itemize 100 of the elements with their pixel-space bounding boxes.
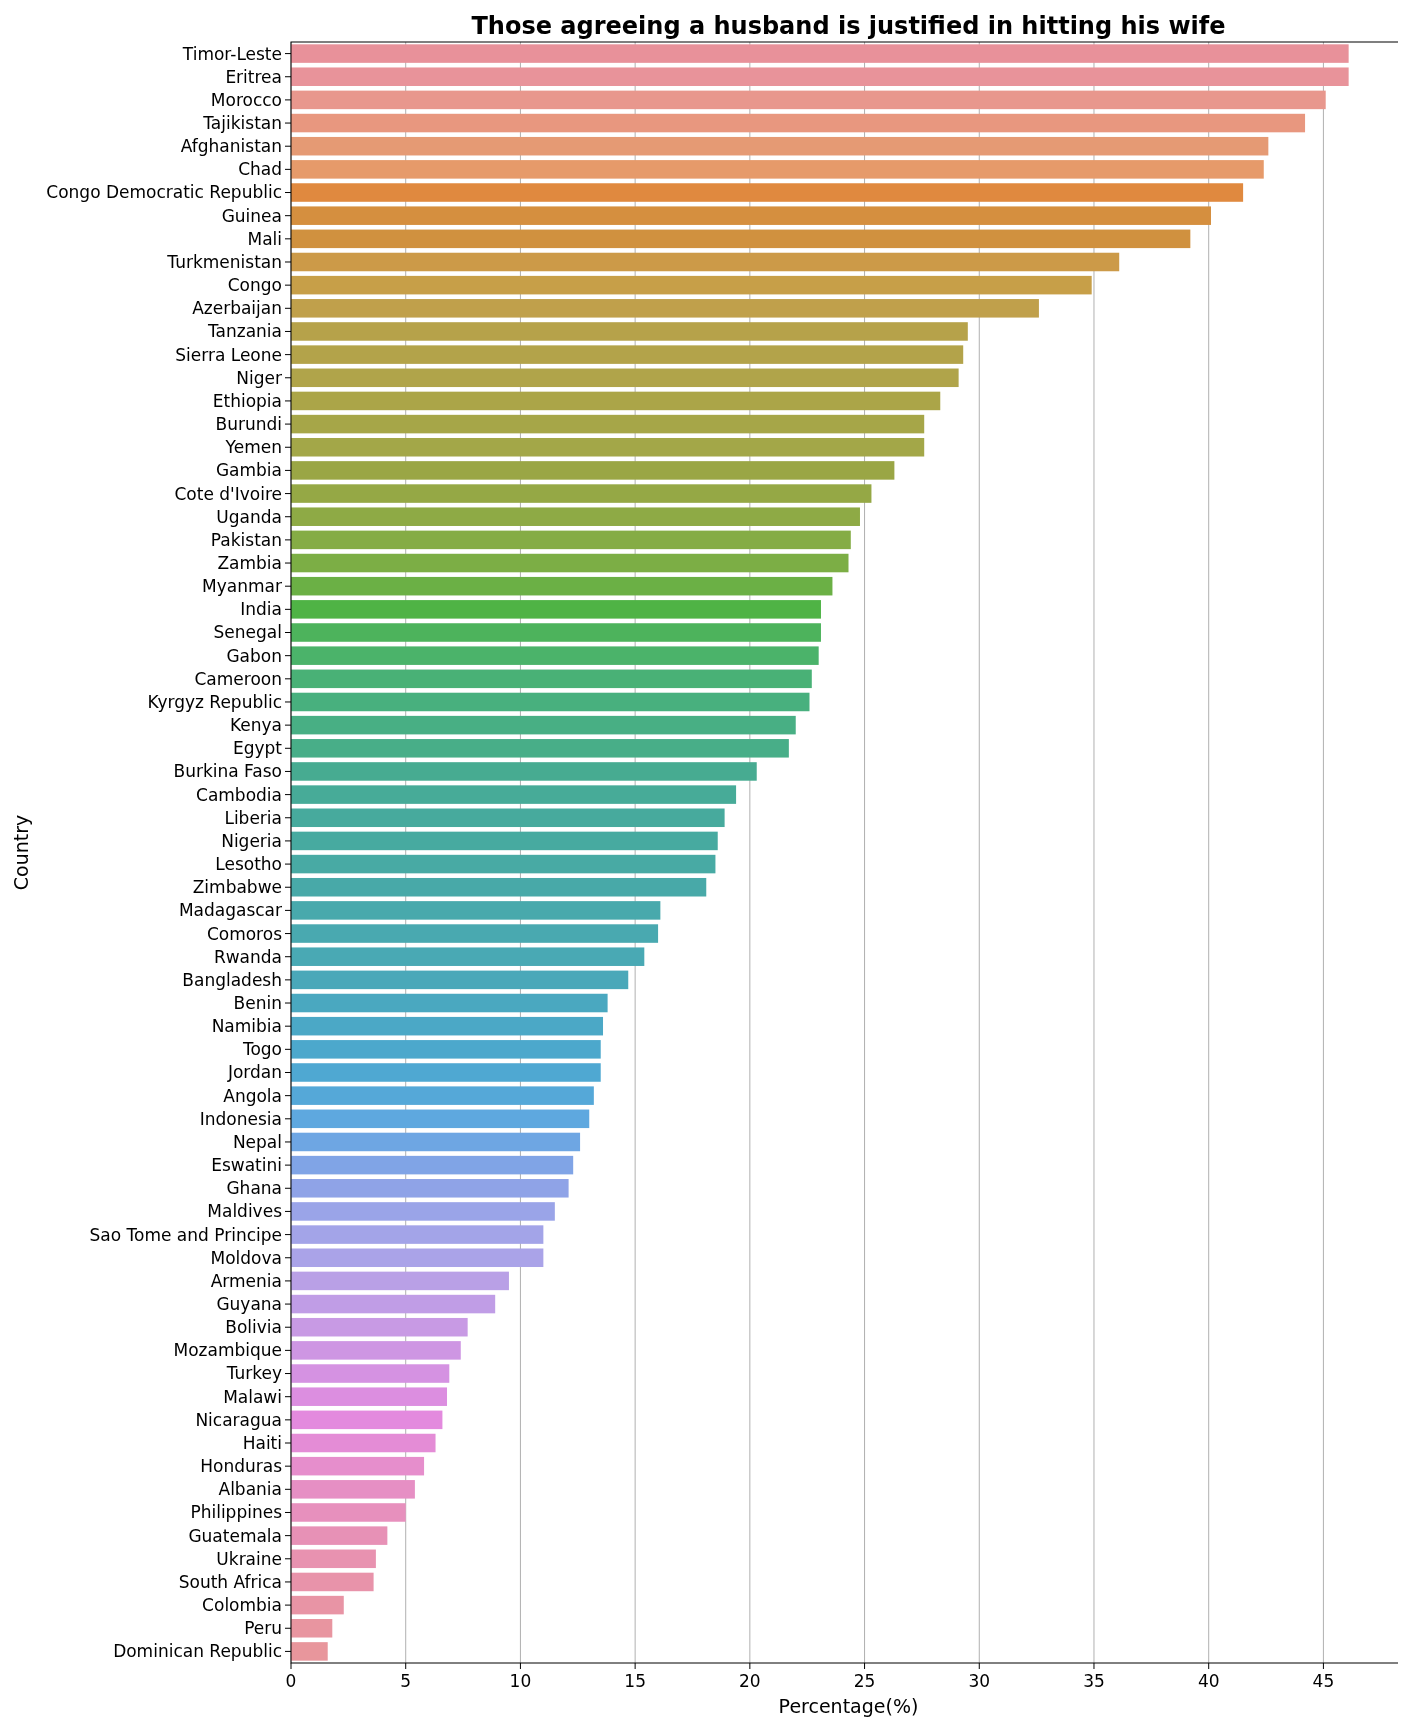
bar <box>291 275 1092 295</box>
y-tick-label: Guatemala <box>188 1525 282 1546</box>
bar <box>291 854 716 874</box>
y-tick-label: Ghana <box>226 1178 282 1199</box>
bar <box>291 553 849 573</box>
bar <box>291 1179 569 1198</box>
y-tick-label: Eritrea <box>225 66 282 87</box>
bar <box>291 901 661 920</box>
y-tick-label: Moldova <box>210 1247 282 1268</box>
bar <box>291 993 608 1013</box>
y-tick-label: Benin <box>233 992 282 1013</box>
bar <box>291 1202 555 1221</box>
bar <box>291 113 1306 133</box>
y-tick-label: Albania <box>218 1479 282 1500</box>
x-axis-title: Percentage(%) <box>778 1695 919 1717</box>
bar <box>291 229 1191 249</box>
bar <box>291 669 812 689</box>
bar <box>291 947 645 966</box>
y-tick-label: Zimbabwe <box>192 877 282 898</box>
bar <box>291 345 964 364</box>
bar <box>291 368 959 388</box>
y-tick-label: Maldives <box>207 1201 283 1222</box>
y-tick-label: Comoros <box>206 923 283 944</box>
bar <box>291 715 796 735</box>
y-tick-label: Bolivia <box>225 1317 282 1338</box>
bar <box>291 692 810 712</box>
bar <box>291 646 819 665</box>
y-tick-label: Mali <box>247 228 282 249</box>
y-tick-label: India <box>240 599 282 620</box>
y-tick-label: Burkina Faso <box>173 761 282 782</box>
y-tick-label: Armenia <box>210 1270 282 1291</box>
y-tick-label: Turkey <box>225 1363 282 1384</box>
bar <box>291 1549 376 1569</box>
bar <box>291 576 833 596</box>
y-tick-label: Yemen <box>224 437 282 458</box>
bar <box>291 762 757 781</box>
y-tick-label: Sierra Leone <box>175 344 282 365</box>
bar <box>291 414 925 434</box>
bar <box>291 252 1120 272</box>
y-tick-label: Tajikistan <box>202 113 282 133</box>
y-tick-label: Tanzania <box>206 321 282 342</box>
bar <box>291 1225 544 1244</box>
y-tick-label: Nepal <box>232 1131 282 1152</box>
bar <box>291 160 1264 179</box>
y-tick-label: Angola <box>223 1085 282 1106</box>
y-tick-label: Cambodia <box>196 784 282 805</box>
bar <box>291 1480 415 1499</box>
y-tick-label: Ukraine <box>216 1548 282 1569</box>
bar <box>291 437 925 457</box>
bar <box>291 1271 509 1291</box>
chart-title: Those agreeing a husband is justified in hitting his wife <box>471 12 1226 40</box>
bar <box>291 600 821 619</box>
bar <box>291 183 1244 202</box>
y-tick-label: Chad <box>238 159 282 180</box>
y-tick-label: Sao Tome and Principe <box>89 1224 282 1245</box>
y-tick-label: Gambia <box>215 460 282 481</box>
y-tick-label: Congo <box>227 275 282 296</box>
bar <box>291 1642 328 1661</box>
x-tick-label: 35 <box>1083 1671 1105 1691</box>
x-tick-label: 5 <box>400 1671 412 1691</box>
bar <box>291 484 872 503</box>
y-tick-label: Eswatini <box>211 1155 282 1176</box>
bar <box>291 507 860 526</box>
bar <box>291 1526 388 1545</box>
y-tick-label: Mozambique <box>173 1340 282 1361</box>
bar <box>291 877 707 897</box>
x-tick-label: 40 <box>1197 1671 1220 1691</box>
y-tick-label: Nicaragua <box>195 1409 282 1430</box>
bar <box>291 1410 443 1430</box>
y-tick-label: Turkmenistan <box>166 251 282 272</box>
bar <box>291 924 659 943</box>
y-tick-label: Guyana <box>216 1294 282 1315</box>
bar <box>291 739 789 758</box>
y-tick-label: Madagascar <box>178 900 282 921</box>
y-tick-label: Senegal <box>213 622 282 643</box>
bar <box>291 1341 461 1360</box>
bar <box>291 1433 436 1453</box>
y-tick-label: Burundi <box>215 414 282 435</box>
y-tick-label: Philippines <box>190 1502 283 1523</box>
y-tick-label: Niger <box>236 367 282 388</box>
bar <box>291 1595 344 1615</box>
y-tick-label: Guinea <box>221 205 282 226</box>
y-tick-label: Rwanda <box>213 946 282 967</box>
x-tick-label: 0 <box>285 1671 297 1691</box>
bar <box>291 1317 468 1337</box>
y-tick-label: Indonesia <box>199 1108 282 1129</box>
bar <box>291 808 725 828</box>
y-tick-label: Jordan <box>226 1062 282 1083</box>
bar <box>291 461 895 480</box>
x-tick-label: 30 <box>968 1671 991 1691</box>
y-tick-label: Peru <box>244 1618 282 1639</box>
bar <box>291 785 737 804</box>
y-tick-label: Afghanistan <box>180 136 282 157</box>
bar <box>291 1155 574 1175</box>
bar <box>291 1364 450 1383</box>
y-tick-label: Togo <box>241 1039 282 1060</box>
y-tick-label: Azerbaijan <box>192 298 282 319</box>
bar <box>291 1572 374 1592</box>
y-tick-label: Cote d'Ivoire <box>174 483 282 504</box>
bar <box>291 1619 333 1638</box>
